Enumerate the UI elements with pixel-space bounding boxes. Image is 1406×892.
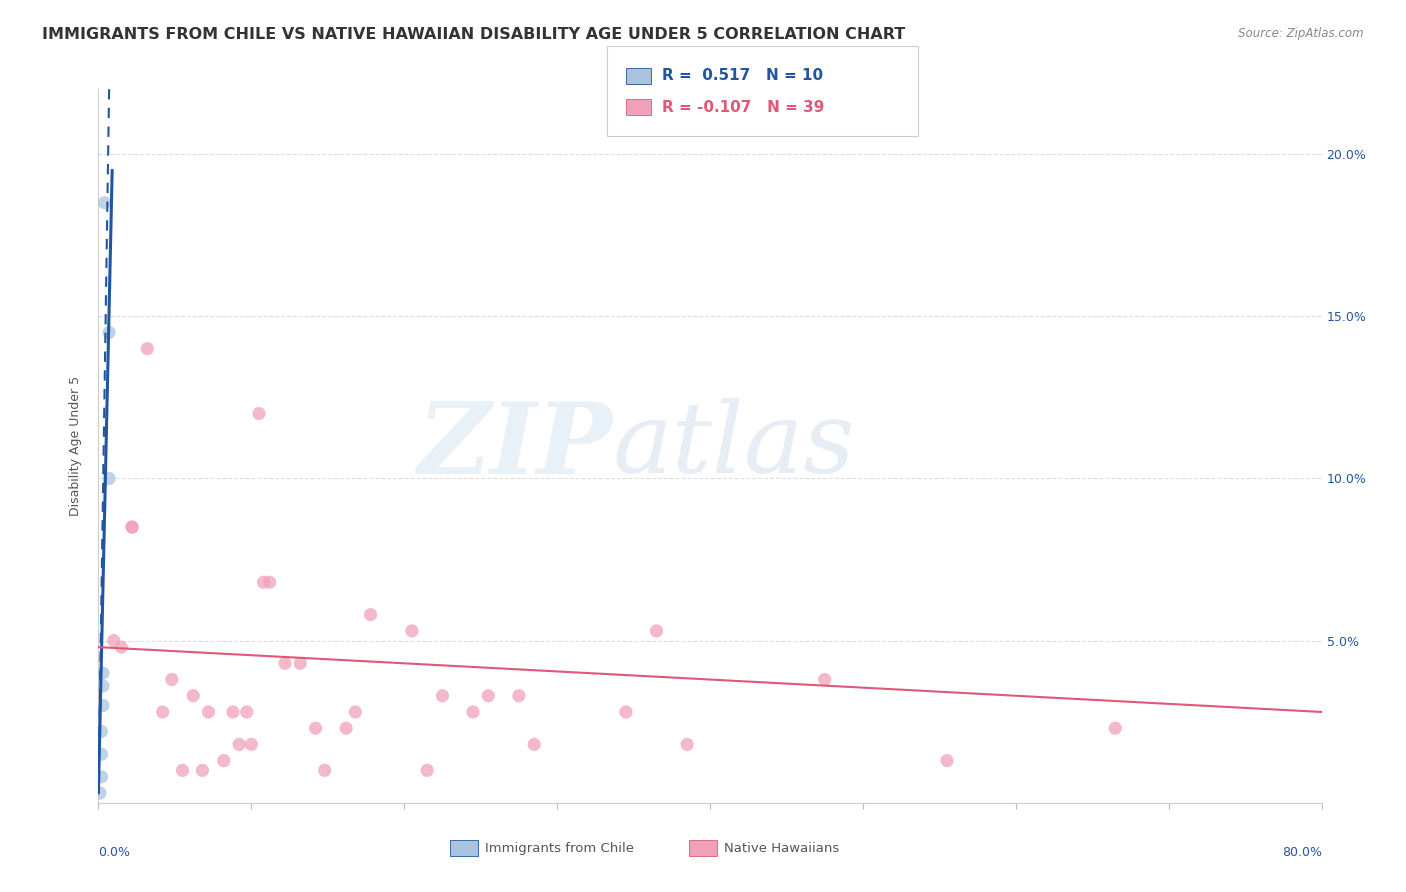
Text: R =  0.517   N = 10: R = 0.517 N = 10 xyxy=(662,69,824,83)
Point xyxy=(645,624,668,638)
Point xyxy=(252,575,274,590)
Point xyxy=(432,689,454,703)
Point xyxy=(90,747,112,761)
Point xyxy=(614,705,637,719)
Point xyxy=(401,624,423,638)
Text: Source: ZipAtlas.com: Source: ZipAtlas.com xyxy=(1239,27,1364,40)
Point xyxy=(89,786,111,800)
Y-axis label: Disability Age Under 5: Disability Age Under 5 xyxy=(69,376,83,516)
Point xyxy=(344,705,367,719)
Point xyxy=(304,721,326,735)
Point xyxy=(91,666,114,681)
Point xyxy=(508,689,530,703)
Point xyxy=(160,673,183,687)
Point xyxy=(91,679,114,693)
Point xyxy=(90,770,112,784)
Point xyxy=(110,640,132,654)
Point xyxy=(314,764,336,778)
Point xyxy=(1104,721,1126,735)
Point xyxy=(290,657,312,671)
Point xyxy=(121,520,143,534)
Text: Native Hawaiians: Native Hawaiians xyxy=(724,842,839,855)
Point xyxy=(172,764,194,778)
Text: 80.0%: 80.0% xyxy=(1282,846,1322,859)
Text: Immigrants from Chile: Immigrants from Chile xyxy=(485,842,634,855)
Point xyxy=(152,705,174,719)
Point xyxy=(103,633,125,648)
Point xyxy=(98,326,121,340)
Point xyxy=(240,738,263,752)
Text: ZIP: ZIP xyxy=(418,398,612,494)
Point xyxy=(461,705,484,719)
Point xyxy=(274,657,297,671)
Point xyxy=(477,689,499,703)
Point xyxy=(93,195,115,210)
Point xyxy=(98,471,121,485)
Point xyxy=(121,520,143,534)
Point xyxy=(814,673,837,687)
Text: atlas: atlas xyxy=(612,399,855,493)
Point xyxy=(181,689,204,703)
Point xyxy=(335,721,357,735)
Point xyxy=(523,738,546,752)
Point xyxy=(90,724,112,739)
Point xyxy=(235,705,257,719)
Point xyxy=(212,754,235,768)
Point xyxy=(228,738,250,752)
Point xyxy=(676,738,699,752)
Point xyxy=(416,764,439,778)
Point xyxy=(136,342,159,356)
Point xyxy=(191,764,214,778)
Text: R = -0.107   N = 39: R = -0.107 N = 39 xyxy=(662,100,824,114)
Point xyxy=(222,705,245,719)
Text: 0.0%: 0.0% xyxy=(98,846,131,859)
Point xyxy=(247,407,270,421)
Point xyxy=(259,575,281,590)
Point xyxy=(197,705,219,719)
Point xyxy=(360,607,382,622)
Point xyxy=(91,698,114,713)
Text: IMMIGRANTS FROM CHILE VS NATIVE HAWAIIAN DISABILITY AGE UNDER 5 CORRELATION CHAR: IMMIGRANTS FROM CHILE VS NATIVE HAWAIIAN… xyxy=(42,27,905,42)
Point xyxy=(936,754,959,768)
